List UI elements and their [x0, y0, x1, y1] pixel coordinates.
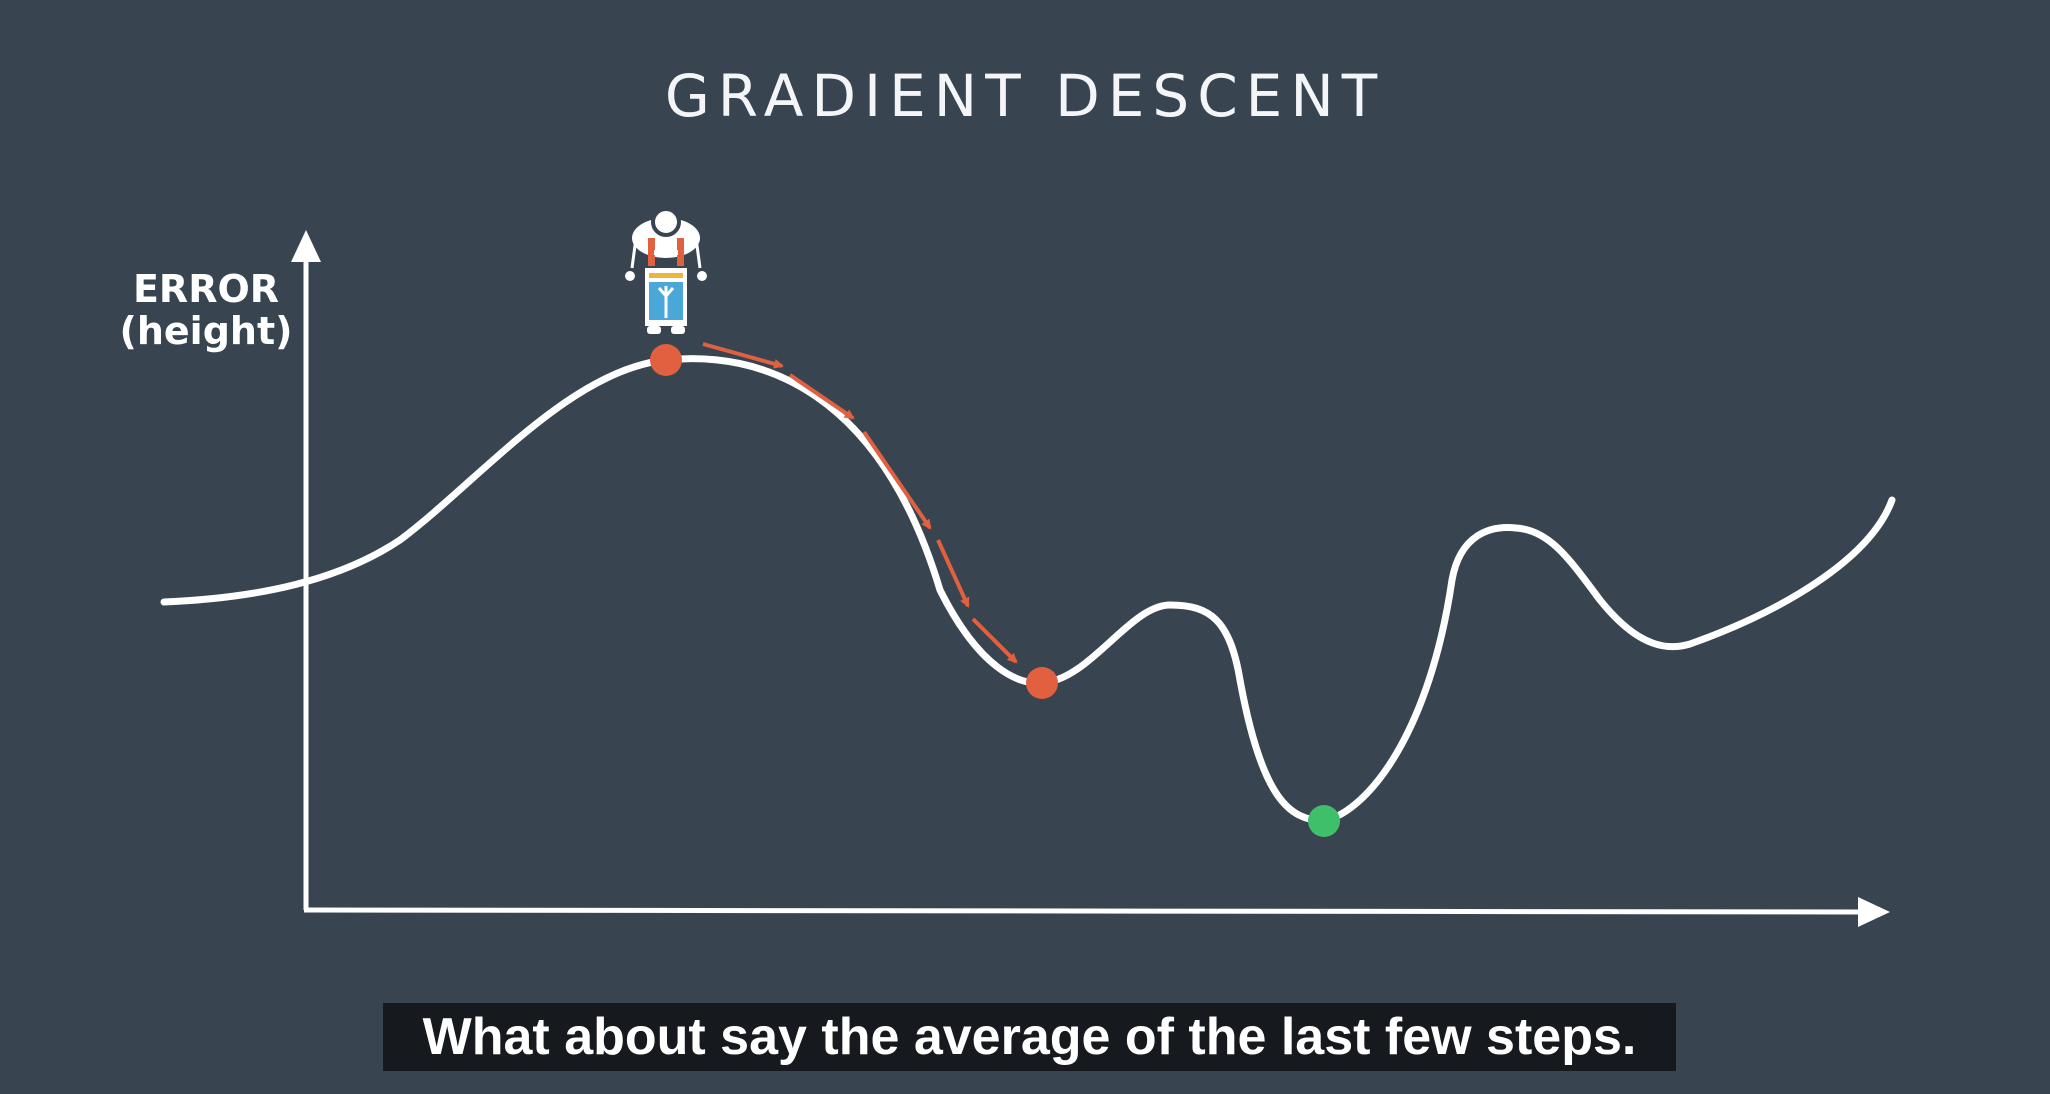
- step-arrow-1: [702, 342, 784, 369]
- start-point-marker: [650, 344, 682, 376]
- step-arrow-5: [971, 617, 1018, 664]
- step-arrow-4: [936, 539, 970, 608]
- local-minimum-marker: [1026, 667, 1058, 699]
- step-arrow-2: [788, 373, 855, 420]
- y-axis-label-line2: (height): [119, 309, 293, 353]
- y-axis-label: ERROR (height): [106, 268, 306, 352]
- step-arrow-3: [862, 430, 932, 530]
- y-axis-arrowhead: [291, 230, 321, 262]
- descent-step-arrows: [702, 342, 1018, 664]
- axes: [291, 230, 1890, 927]
- y-axis-label-line1: ERROR: [132, 267, 280, 311]
- x-axis-line: [303, 907, 1861, 915]
- x-axis-arrowhead: [1858, 897, 1890, 927]
- robot-icon: [623, 207, 709, 334]
- error-curve: [160, 355, 1896, 825]
- global-minimum-marker: [1308, 805, 1340, 837]
- subtitle-caption: What about say the average of the last f…: [383, 1003, 1676, 1071]
- slide-title: GRADIENT DESCENT: [664, 62, 1386, 130]
